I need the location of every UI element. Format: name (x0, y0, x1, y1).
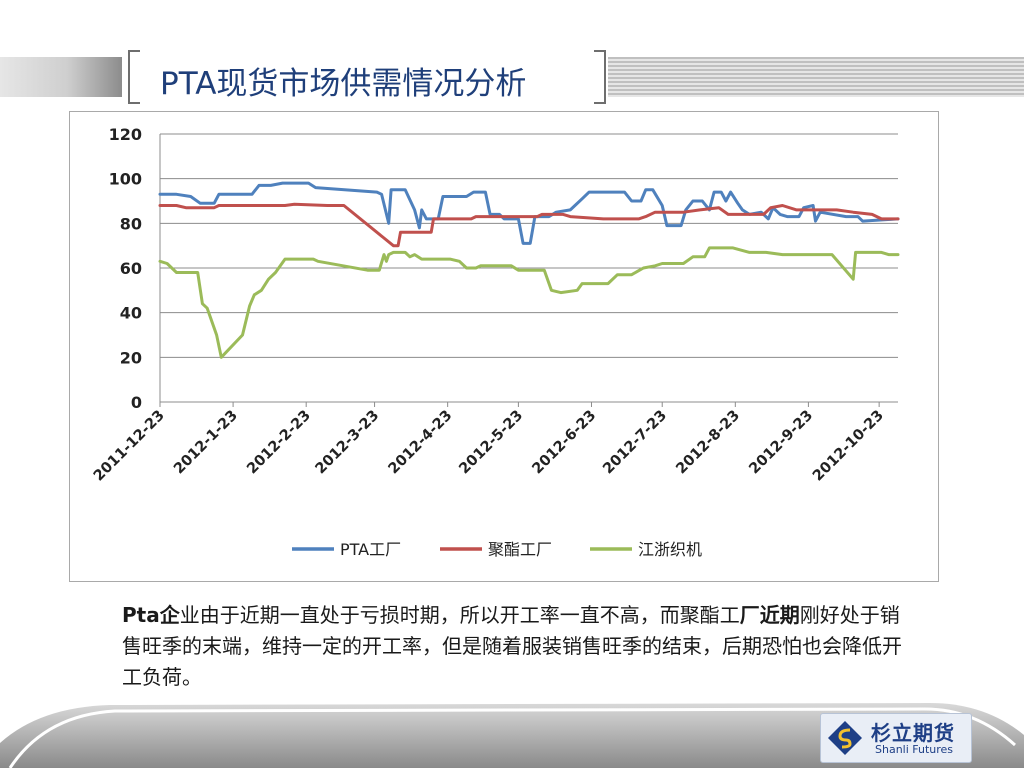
chart-frame: 0 20 40 60 80 100 120 2011-12-23 2012-1-23 2012-2… (69, 111, 939, 582)
header-bar-right (608, 57, 1024, 97)
x-tick-label: 2012-4-23 (386, 408, 456, 478)
x-tick-label: 2012-5-23 (456, 408, 526, 478)
logo-mark-icon (828, 721, 862, 755)
legend-label: 江浙织机 (638, 540, 702, 559)
x-tick-label: 2012-9-23 (746, 408, 816, 478)
x-tick-label: 2012-6-23 (530, 408, 600, 478)
x-tick-label: 2012-10-23 (810, 408, 887, 485)
y-tick-label: 40 (120, 304, 142, 323)
logo-text-en: Shanli Futures (875, 743, 954, 756)
legend-label: 聚酯工厂 (488, 540, 552, 559)
x-tick-label: 2011-12-23 (91, 408, 168, 485)
header-bar-left (0, 57, 122, 97)
y-tick-label: 20 (120, 348, 142, 367)
x-tick-label: 2012-7-23 (600, 408, 670, 478)
x-tick-label: 2012-3-23 (313, 408, 383, 478)
x-tick-label: 2012-1-23 (171, 408, 241, 478)
y-tick-label: 100 (109, 170, 142, 189)
series-line-3 (158, 246, 900, 359)
paragraph-bold-1: Pta企 (122, 603, 180, 627)
y-tick-label: 120 (109, 125, 142, 144)
title-bracket-left (128, 50, 140, 104)
series-line-2 (158, 202, 900, 248)
paragraph-bold-2: 厂近期 (739, 603, 800, 627)
x-tick-label: 2012-8-23 (673, 408, 743, 478)
paragraph-text-1: 业由于近期一直处于亏损时期，所以开工率一直不高，而聚酯工 (179, 603, 740, 627)
y-tick-label: 0 (131, 393, 142, 412)
x-tick-label: 2012-2-23 (244, 408, 314, 478)
company-logo: 杉立期货 Shanli Futures (820, 713, 972, 763)
logo-text-cn: 杉立期货 (871, 721, 955, 745)
slide-title: PTA现货市场供需情况分析 (160, 66, 527, 102)
analysis-paragraph: Pta企业由于近期一直处于亏损时期，所以开工率一直不高，而聚酯工厂近期刚好处于销… (122, 600, 912, 693)
footer-swoosh (0, 703, 1024, 768)
y-tick-label: 80 (120, 214, 142, 233)
paragraph-text-2: 刚好处于销售旺季的末端，维持一定的开工率，但是随着服装销售旺季的结束，后期恐怕也… (122, 603, 902, 689)
series-line-1 (158, 181, 900, 245)
title-bracket-right (594, 50, 606, 104)
legend-label: PTA工厂 (340, 540, 401, 559)
y-tick-label: 60 (120, 259, 142, 278)
line-chart: 0 20 40 60 80 100 120 2011-12-23 2012-1-23 2012-2… (91, 125, 900, 559)
footer-band (0, 695, 1024, 768)
